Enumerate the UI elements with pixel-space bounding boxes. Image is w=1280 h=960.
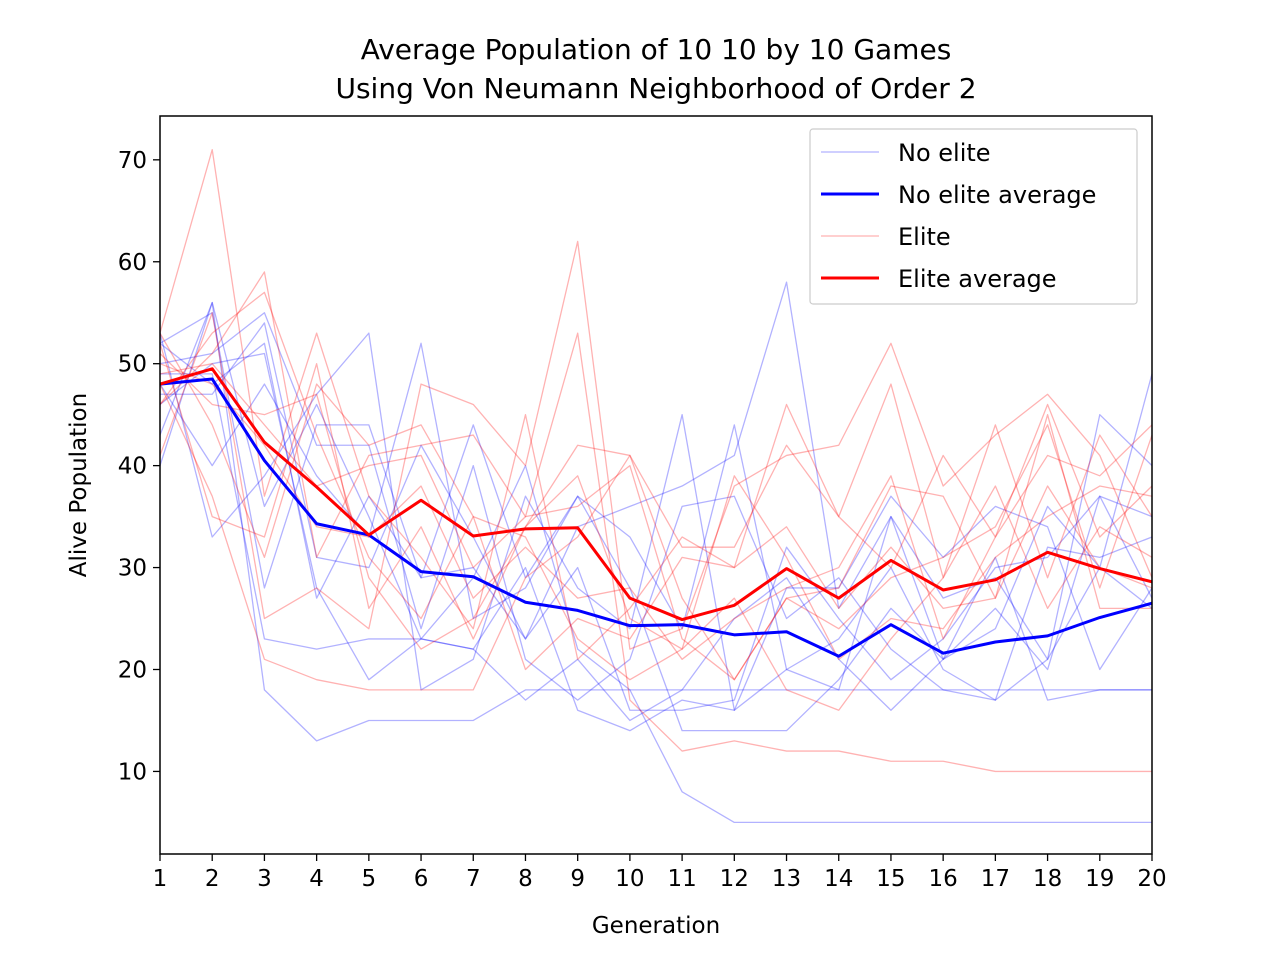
x-tick-label: 2 [205, 866, 220, 892]
chart-title-line-1: Average Population of 10 10 by 10 Games [361, 33, 952, 66]
y-axis: 10 20 30 40 50 60 70 [118, 148, 160, 785]
chart-title-line-2: Using Von Neumann Neighborhood of Order … [335, 72, 976, 105]
x-tick-label: 11 [667, 866, 696, 892]
x-tick-label: 15 [876, 866, 905, 892]
y-tick-label: 40 [118, 454, 147, 480]
x-axis: 1 2 3 4 5 6 7 8 9 10 11 12 13 14 15 16 17 18 19 20 [153, 854, 1167, 892]
elite-run-line-16 [159, 291, 1153, 711]
x-tick-label: 4 [309, 866, 324, 892]
legend: No elite No elite average Elite Elite avera… [809, 128, 1138, 305]
legend-label: Elite average [898, 265, 1057, 293]
legend-label: No elite [898, 139, 991, 167]
no-elite-run-line-2 [159, 352, 1152, 722]
elite-run-line-19 [159, 363, 1153, 660]
x-tick-label: 1 [153, 866, 168, 892]
x-tick-label: 12 [720, 866, 749, 892]
no-elite-run-line-0 [159, 332, 1153, 711]
x-tick-label: 19 [1085, 866, 1114, 892]
x-tick-label: 10 [615, 866, 644, 892]
elite-run-line-11 [159, 240, 1153, 650]
y-tick-label: 50 [118, 352, 147, 378]
plot-frame [159, 115, 1153, 855]
legend-label: No elite average [898, 181, 1096, 209]
runs-layer [159, 148, 1153, 824]
no-elite-run-line-4 [159, 312, 1153, 732]
y-axis-label: Alive Population [66, 393, 92, 577]
elite-run-line-14 [159, 332, 1153, 671]
x-axis-label: Generation [592, 913, 720, 939]
x-tick-label: 16 [929, 866, 958, 892]
y-tick-label: 20 [118, 658, 147, 684]
no-elite-run-line-5 [159, 301, 1152, 742]
x-tick-label: 3 [257, 866, 272, 892]
legend-label: Elite [898, 223, 951, 251]
x-tick-label: 9 [570, 866, 585, 892]
elite-run-line-18 [159, 353, 1153, 660]
no-elite-run-line-9 [159, 312, 1153, 701]
no-elite-run-line-8 [159, 342, 1153, 711]
x-tick-label: 5 [362, 866, 377, 892]
x-tick-label: 17 [981, 866, 1010, 892]
x-tick-label: 8 [518, 866, 533, 892]
x-tick-label: 20 [1137, 866, 1166, 892]
no-elite-average-line [159, 377, 1153, 658]
legend-box [809, 128, 1138, 305]
x-tick-label: 18 [1033, 866, 1062, 892]
x-tick-label: 6 [414, 866, 429, 892]
x-tick-label: 7 [466, 866, 481, 892]
y-tick-label: 30 [118, 556, 147, 582]
elite-run-line-13 [159, 343, 1153, 640]
no-elite-run-line-6 [159, 301, 1152, 824]
y-tick-label: 10 [118, 759, 147, 785]
no-elite-run-line-1 [159, 342, 1153, 691]
x-tick-label: 13 [772, 866, 801, 892]
elite-average-line [159, 367, 1153, 622]
elite-run-line-17 [159, 363, 1153, 681]
averages-layer [159, 367, 1153, 658]
elite-run-line-12 [159, 271, 1152, 773]
elite-run-line-10 [159, 148, 1153, 660]
no-elite-run-line-7 [160, 373, 1153, 732]
y-tick-label: 60 [118, 250, 147, 276]
x-tick-label: 14 [824, 866, 853, 892]
legend-entries: No elite No elite average Elite Elite avera… [821, 139, 1096, 293]
y-tick-label: 70 [118, 148, 147, 174]
